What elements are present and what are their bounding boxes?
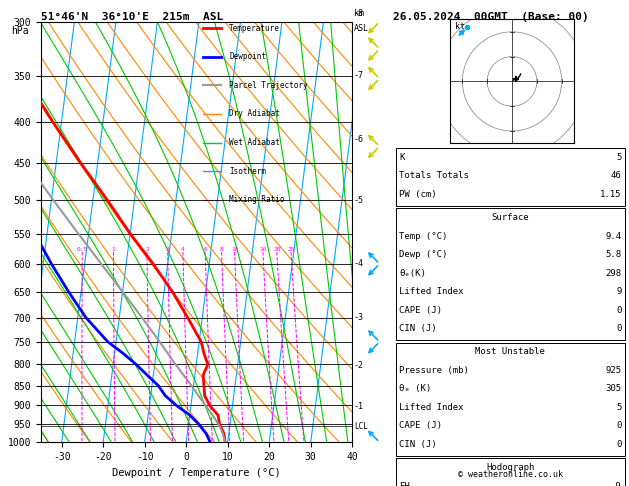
Text: -3: -3 [353, 313, 364, 322]
Text: -4: -4 [353, 260, 364, 268]
Text: 1: 1 [111, 247, 115, 252]
Text: 46: 46 [611, 172, 621, 180]
Text: K: K [399, 153, 405, 162]
Text: Temp (°C): Temp (°C) [399, 232, 448, 241]
Text: 1.15: 1.15 [600, 190, 621, 199]
Text: © weatheronline.co.uk: © weatheronline.co.uk [458, 469, 563, 479]
Text: CIN (J): CIN (J) [399, 440, 437, 449]
Text: 3: 3 [166, 247, 170, 252]
Text: Mixing Ratio: Mixing Ratio [229, 195, 285, 204]
Text: EH: EH [399, 482, 410, 486]
Text: hPa: hPa [11, 26, 28, 36]
Text: θₑ(K): θₑ(K) [399, 269, 426, 278]
Text: 305: 305 [605, 384, 621, 393]
Text: PW (cm): PW (cm) [399, 190, 437, 199]
Text: Dry Adiabat: Dry Adiabat [229, 109, 280, 119]
Text: -9: -9 [611, 482, 621, 486]
Text: 9.4: 9.4 [605, 232, 621, 241]
Text: -6: -6 [353, 135, 364, 144]
X-axis label: Dewpoint / Temperature (°C): Dewpoint / Temperature (°C) [112, 468, 281, 478]
Text: 5.8: 5.8 [605, 250, 621, 259]
Text: Dewpoint: Dewpoint [229, 52, 266, 61]
Text: 925: 925 [605, 366, 621, 375]
Text: Lifted Index: Lifted Index [399, 287, 464, 296]
Text: θₑ (K): θₑ (K) [399, 384, 431, 393]
Text: Most Unstable: Most Unstable [476, 347, 545, 356]
Text: 5: 5 [616, 153, 621, 162]
Text: Isotherm: Isotherm [229, 167, 266, 175]
Text: Surface: Surface [492, 213, 529, 222]
Text: 0.5: 0.5 [77, 247, 88, 252]
Text: 0: 0 [616, 306, 621, 314]
Text: kt: kt [455, 22, 465, 32]
Text: 9: 9 [616, 287, 621, 296]
Text: 0: 0 [616, 440, 621, 449]
Text: 51°46'N  36°10'E  215m  ASL: 51°46'N 36°10'E 215m ASL [41, 12, 223, 22]
Text: CIN (J): CIN (J) [399, 324, 437, 333]
Text: -8: -8 [353, 9, 364, 18]
Text: Totals Totals: Totals Totals [399, 172, 469, 180]
Text: 298: 298 [605, 269, 621, 278]
Text: 5: 5 [616, 403, 621, 412]
Text: -1: -1 [353, 402, 364, 411]
Text: 4: 4 [181, 247, 185, 252]
Text: Pressure (mb): Pressure (mb) [399, 366, 469, 375]
Text: 0: 0 [616, 421, 621, 430]
Text: Hodograph: Hodograph [486, 463, 535, 472]
Text: 8: 8 [220, 247, 223, 252]
Text: 26.05.2024  00GMT  (Base: 00): 26.05.2024 00GMT (Base: 00) [393, 12, 589, 22]
Text: 10: 10 [231, 247, 238, 252]
Text: -5: -5 [353, 196, 364, 205]
Text: Temperature: Temperature [229, 24, 280, 33]
Text: 0: 0 [616, 324, 621, 333]
Text: -2: -2 [353, 361, 364, 370]
Text: Lifted Index: Lifted Index [399, 403, 464, 412]
Text: km: km [353, 9, 364, 17]
Text: Wet Adiabat: Wet Adiabat [229, 138, 280, 147]
Text: Dewp (°C): Dewp (°C) [399, 250, 448, 259]
Text: -7: -7 [353, 71, 364, 80]
Text: 6: 6 [203, 247, 207, 252]
Text: 20: 20 [273, 247, 281, 252]
Text: 25: 25 [287, 247, 295, 252]
Text: Parcel Trajectory: Parcel Trajectory [229, 81, 308, 90]
Text: 2: 2 [145, 247, 149, 252]
Text: CAPE (J): CAPE (J) [399, 306, 442, 314]
Text: 16: 16 [259, 247, 267, 252]
Text: ASL: ASL [353, 24, 369, 33]
Text: CAPE (J): CAPE (J) [399, 421, 442, 430]
Text: LCL: LCL [353, 422, 368, 431]
